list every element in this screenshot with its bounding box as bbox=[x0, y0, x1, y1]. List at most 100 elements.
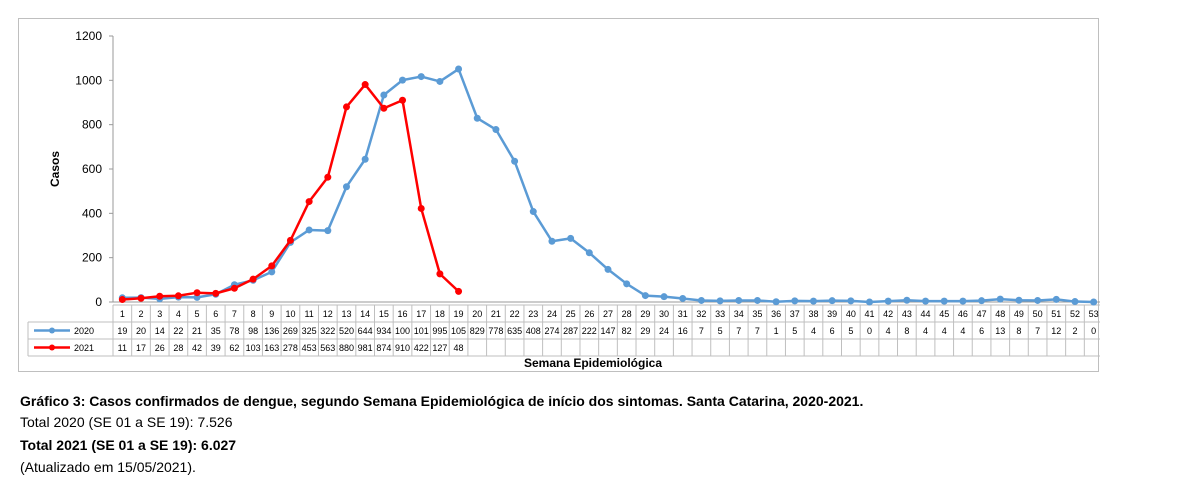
point-2020-46 bbox=[959, 297, 967, 305]
chart-caption-title: Gráfico 3: Casos confirmados de dengue, … bbox=[20, 393, 864, 409]
point-2021-19 bbox=[455, 287, 463, 295]
point-2020-48 bbox=[996, 295, 1004, 303]
x-tick-label-3: 3 bbox=[157, 309, 162, 319]
data-label-2020-49: 8 bbox=[1016, 326, 1021, 336]
data-label-2021-8: 103 bbox=[246, 343, 261, 353]
x-tick-label-16: 16 bbox=[398, 309, 408, 319]
x-tick-label-19: 19 bbox=[454, 309, 464, 319]
y-tick-label-1000: 1000 bbox=[75, 73, 102, 87]
point-2021-3 bbox=[156, 292, 164, 300]
data-label-2020-16: 100 bbox=[395, 326, 410, 336]
point-2020-28 bbox=[623, 280, 631, 288]
data-label-2020-38: 4 bbox=[811, 326, 816, 336]
point-2020-52 bbox=[1071, 298, 1079, 306]
point-2020-16 bbox=[399, 76, 407, 84]
x-tick-label-11: 11 bbox=[304, 309, 313, 319]
point-2020-25 bbox=[567, 234, 575, 242]
data-label-2020-17: 101 bbox=[414, 326, 429, 336]
data-label-2021-5: 42 bbox=[192, 343, 202, 353]
point-2020-19 bbox=[455, 65, 463, 73]
data-label-2020-24: 274 bbox=[544, 326, 559, 336]
updated-note: (Atualizado em 15/05/2021). bbox=[20, 459, 196, 475]
x-tick-label-6: 6 bbox=[213, 309, 218, 319]
data-label-2020-7: 78 bbox=[229, 326, 239, 336]
data-label-2021-12: 563 bbox=[320, 343, 335, 353]
x-tick-label-10: 10 bbox=[285, 309, 295, 319]
point-2020-14 bbox=[361, 155, 369, 163]
point-2021-2 bbox=[137, 294, 145, 302]
point-2020-11 bbox=[305, 226, 313, 234]
point-2020-45 bbox=[940, 297, 948, 305]
point-2020-30 bbox=[660, 293, 668, 301]
data-label-2020-12: 322 bbox=[320, 326, 335, 336]
data-label-2020-29: 29 bbox=[640, 326, 650, 336]
point-2021-18 bbox=[436, 270, 444, 278]
data-label-2020-19: 105 bbox=[451, 326, 466, 336]
data-label-2020-47: 6 bbox=[979, 326, 984, 336]
x-tick-label-44: 44 bbox=[921, 309, 931, 319]
x-tick-label-14: 14 bbox=[360, 309, 370, 319]
y-tick-label-200: 200 bbox=[82, 251, 102, 265]
data-label-2020-2: 20 bbox=[136, 326, 146, 336]
data-label-2020-27: 147 bbox=[600, 326, 615, 336]
x-tick-label-23: 23 bbox=[528, 309, 538, 319]
data-label-2021-4: 28 bbox=[173, 343, 183, 353]
legend-label-2020: 2020 bbox=[74, 326, 94, 336]
x-tick-label-34: 34 bbox=[734, 309, 744, 319]
point-2020-18 bbox=[436, 77, 444, 85]
data-label-2020-21: 778 bbox=[488, 326, 503, 336]
data-label-2021-7: 62 bbox=[229, 343, 239, 353]
legend-label-2021: 2021 bbox=[74, 343, 94, 353]
point-2021-16 bbox=[399, 96, 407, 104]
total-2021: Total 2021 (SE 01 a SE 19): 6.027 bbox=[20, 437, 237, 453]
point-2020-33 bbox=[716, 297, 724, 305]
data-label-2020-3: 14 bbox=[155, 326, 165, 336]
x-tick-label-21: 21 bbox=[491, 309, 501, 319]
data-label-2020-5: 21 bbox=[192, 326, 202, 336]
point-2020-53 bbox=[1090, 298, 1098, 306]
data-label-2020-39: 6 bbox=[830, 326, 835, 336]
data-label-2020-18: 995 bbox=[432, 326, 447, 336]
x-tick-label-7: 7 bbox=[232, 309, 237, 319]
point-2021-9 bbox=[268, 262, 276, 270]
data-label-2021-10: 278 bbox=[283, 343, 298, 353]
data-label-2020-46: 4 bbox=[960, 326, 965, 336]
data-label-2020-51: 12 bbox=[1051, 326, 1061, 336]
point-2020-20 bbox=[473, 114, 481, 122]
data-label-2020-10: 269 bbox=[283, 326, 298, 336]
point-2020-44 bbox=[922, 297, 930, 305]
data-label-2021-13: 880 bbox=[339, 343, 354, 353]
data-label-2021-18: 127 bbox=[432, 343, 447, 353]
x-tick-label-25: 25 bbox=[566, 309, 576, 319]
data-label-2020-52: 2 bbox=[1072, 326, 1077, 336]
point-2020-42 bbox=[884, 297, 892, 305]
data-label-2020-45: 4 bbox=[942, 326, 947, 336]
point-2020-23 bbox=[529, 208, 537, 216]
data-label-2021-9: 163 bbox=[264, 343, 279, 353]
data-label-2020-23: 408 bbox=[526, 326, 541, 336]
x-tick-label-29: 29 bbox=[640, 309, 650, 319]
x-tick-label-38: 38 bbox=[808, 309, 818, 319]
point-2020-27 bbox=[604, 265, 612, 273]
y-tick-label-800: 800 bbox=[82, 118, 102, 132]
x-tick-label-4: 4 bbox=[176, 309, 181, 319]
point-2020-29 bbox=[641, 292, 649, 300]
legend-marker-2021 bbox=[49, 344, 55, 351]
y-tick-label-400: 400 bbox=[82, 206, 102, 220]
point-2021-1 bbox=[118, 296, 126, 304]
total-2020: Total 2020 (SE 01 a SE 19): 7.526 bbox=[20, 414, 233, 430]
point-2020-51 bbox=[1052, 295, 1060, 303]
data-label-2020-8: 98 bbox=[248, 326, 258, 336]
point-2021-15 bbox=[380, 104, 388, 112]
data-label-2020-14: 644 bbox=[358, 326, 373, 336]
data-label-2020-13: 520 bbox=[339, 326, 354, 336]
point-2020-12 bbox=[324, 227, 332, 235]
point-2020-50 bbox=[1034, 296, 1042, 304]
data-label-2020-22: 635 bbox=[507, 326, 522, 336]
data-label-2020-34: 7 bbox=[736, 326, 741, 336]
x-tick-label-33: 33 bbox=[715, 309, 725, 319]
data-label-2020-48: 13 bbox=[995, 326, 1005, 336]
data-label-2021-14: 981 bbox=[358, 343, 373, 353]
point-2020-9 bbox=[268, 268, 276, 276]
